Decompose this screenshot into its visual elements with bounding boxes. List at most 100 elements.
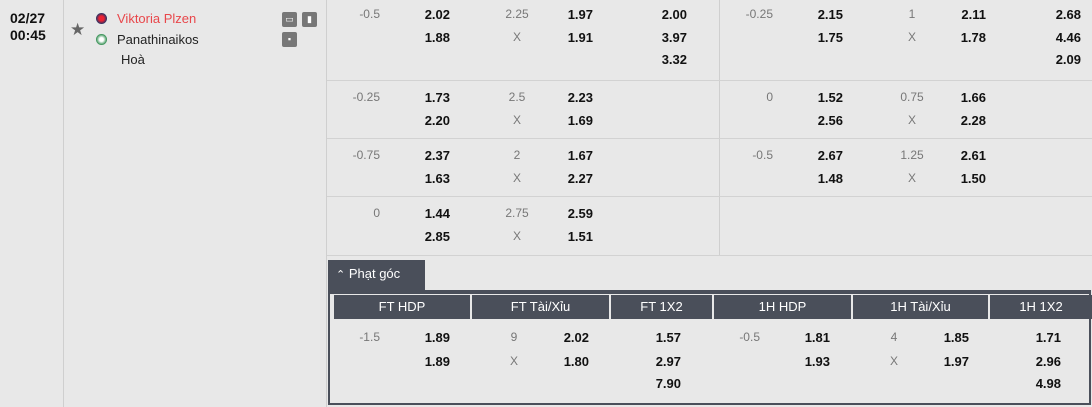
ft-ou-odd[interactable]: 1.80 — [563, 354, 589, 369]
ft-hdp-odd[interactable]: 1.44 — [424, 206, 450, 221]
1h-1x2-odd[interactable]: 2.96 — [1035, 354, 1061, 369]
ft-1x2-odd[interactable]: 2.00 — [661, 7, 687, 22]
1h-1x2-odd[interactable]: 2.68 — [1055, 7, 1081, 22]
ft-hdp-line: -0.5 — [359, 7, 380, 21]
1h-hdp-line: 0 — [766, 90, 773, 104]
lineup-icon[interactable]: ▪ — [282, 32, 297, 47]
ft-ou-odd[interactable]: 1.51 — [567, 229, 593, 244]
1h-ou-odd[interactable]: 2.11 — [961, 7, 986, 22]
row-divider — [327, 255, 1092, 256]
ft-1x2-odd[interactable]: 3.97 — [661, 30, 687, 45]
divider — [719, 0, 720, 255]
home-team-name[interactable]: Viktoria Plzen — [117, 11, 197, 26]
ft-ou-odd[interactable]: 1.69 — [567, 113, 593, 128]
corners-header-cell: 1H Tài/Xỉu — [853, 295, 988, 319]
ft-ou-under-label: X — [509, 354, 518, 368]
home-team-logo — [96, 13, 107, 24]
row-divider — [327, 138, 1092, 139]
corners-header-cell: 1H 1X2 — [990, 295, 1092, 319]
1h-ou-odd[interactable]: 1.97 — [943, 354, 969, 369]
ft-ou-odd[interactable]: 2.59 — [567, 206, 593, 221]
corners-header-cell: FT HDP — [334, 295, 470, 319]
ft-hdp-odd[interactable]: 2.20 — [424, 113, 450, 128]
1h-ou-odd[interactable]: 1.50 — [960, 171, 986, 186]
1h-1x2-odd[interactable]: 4.98 — [1035, 376, 1061, 391]
ft-1x2-odd[interactable]: 3.32 — [661, 52, 687, 67]
1h-1x2-odd[interactable]: 2.09 — [1055, 52, 1081, 67]
1h-ou-line: 1.25 — [900, 148, 924, 162]
1h-1x2-odd[interactable]: 4.46 — [1055, 30, 1081, 45]
1h-ou-under-label: X — [907, 30, 916, 44]
ft-hdp-line: -1.5 — [359, 330, 380, 344]
ft-hdp-odd[interactable]: 2.02 — [424, 7, 450, 22]
stats-icon[interactable]: ▮ — [302, 12, 317, 27]
tv-icon[interactable]: ▭ — [282, 12, 297, 27]
corners-header-cell: FT Tài/Xỉu — [472, 295, 609, 319]
ft-ou-odd[interactable]: 1.97 — [567, 7, 593, 22]
ft-ou-odd[interactable]: 2.23 — [567, 90, 593, 105]
ft-hdp-odd[interactable]: 1.89 — [424, 330, 450, 345]
ft-1x2-odd[interactable]: 2.97 — [655, 354, 681, 369]
ft-1x2-odd[interactable]: 7.90 — [655, 376, 681, 391]
1h-ou-odd[interactable]: 2.61 — [960, 148, 986, 163]
1h-hdp-odd[interactable]: 2.15 — [817, 7, 843, 22]
1h-ou-odd[interactable]: 2.28 — [960, 113, 986, 128]
1h-hdp-odd[interactable]: 1.75 — [817, 30, 843, 45]
ft-hdp-line: -0.25 — [352, 90, 380, 104]
1h-ou-line: 1 — [908, 7, 916, 21]
1h-ou-odd[interactable]: 1.66 — [960, 90, 986, 105]
ft-ou-under-label: X — [512, 113, 521, 127]
chevron-up-icon: ⌃ — [336, 269, 346, 281]
1h-ou-line: 4 — [890, 330, 898, 344]
ft-ou-odd[interactable]: 1.67 — [567, 148, 593, 163]
match-time: 02/27 00:45 — [10, 10, 46, 44]
1h-hdp-odd[interactable]: 1.93 — [804, 354, 830, 369]
ft-ou-odd[interactable]: 2.02 — [563, 330, 589, 345]
ft-ou-line: 2 — [513, 148, 521, 162]
ft-hdp-line: -0.75 — [352, 148, 380, 162]
divider — [63, 0, 64, 407]
corners-tab-label: Phạt góc — [348, 266, 401, 281]
ft-ou-under-label: X — [512, 30, 521, 44]
1h-1x2-odd[interactable]: 1.71 — [1035, 330, 1061, 345]
ft-ou-line: 2.25 — [505, 7, 529, 21]
1h-ou-under-label: X — [889, 354, 898, 368]
away-team-logo — [96, 34, 107, 45]
ft-ou-line: 9 — [510, 330, 518, 344]
ft-1x2-odd[interactable]: 1.57 — [655, 330, 681, 345]
ft-ou-line: 2.5 — [508, 90, 526, 104]
ft-hdp-odd[interactable]: 1.88 — [424, 30, 450, 45]
1h-ou-odd[interactable]: 1.78 — [960, 30, 986, 45]
favorite-star-icon[interactable]: ★ — [70, 20, 86, 39]
ft-hdp-odd[interactable]: 1.63 — [424, 171, 450, 186]
1h-hdp-odd[interactable]: 2.56 — [817, 113, 843, 128]
1h-hdp-line: -0.5 — [752, 148, 773, 162]
1h-ou-under-label: X — [907, 113, 916, 127]
ft-ou-under-label: X — [512, 171, 521, 185]
1h-hdp-odd[interactable]: 1.48 — [817, 171, 843, 186]
ft-ou-odd[interactable]: 1.91 — [567, 30, 593, 45]
row-divider — [327, 80, 1092, 81]
ft-ou-odd[interactable]: 2.27 — [567, 171, 593, 186]
1h-ou-odd[interactable]: 1.85 — [943, 330, 969, 345]
1h-hdp-odd[interactable]: 2.67 — [817, 148, 843, 163]
ft-hdp-odd[interactable]: 1.73 — [424, 90, 450, 105]
away-team-name[interactable]: Panathinaikos — [117, 32, 199, 47]
match-date: 02/27 — [10, 10, 46, 26]
ft-hdp-odd[interactable]: 2.37 — [424, 148, 450, 163]
ft-hdp-odd[interactable]: 2.85 — [424, 229, 450, 244]
1h-ou-under-label: X — [907, 171, 916, 185]
corners-panel — [328, 290, 1091, 405]
ft-ou-line: 2.75 — [505, 206, 529, 220]
corners-header-cell: FT 1X2 — [611, 295, 712, 319]
1h-hdp-odd[interactable]: 1.81 — [804, 330, 830, 345]
ft-hdp-line: 0 — [373, 206, 380, 220]
corners-header-cell: 1H HDP — [714, 295, 851, 319]
ft-hdp-odd[interactable]: 1.89 — [424, 354, 450, 369]
1h-hdp-line: -0.5 — [739, 330, 760, 344]
corners-tab[interactable]: ⌃ Phạt góc — [328, 260, 425, 291]
draw-label: Hoà — [121, 52, 145, 67]
ft-ou-under-label: X — [512, 229, 521, 243]
divider — [326, 0, 327, 407]
1h-hdp-odd[interactable]: 1.52 — [817, 90, 843, 105]
